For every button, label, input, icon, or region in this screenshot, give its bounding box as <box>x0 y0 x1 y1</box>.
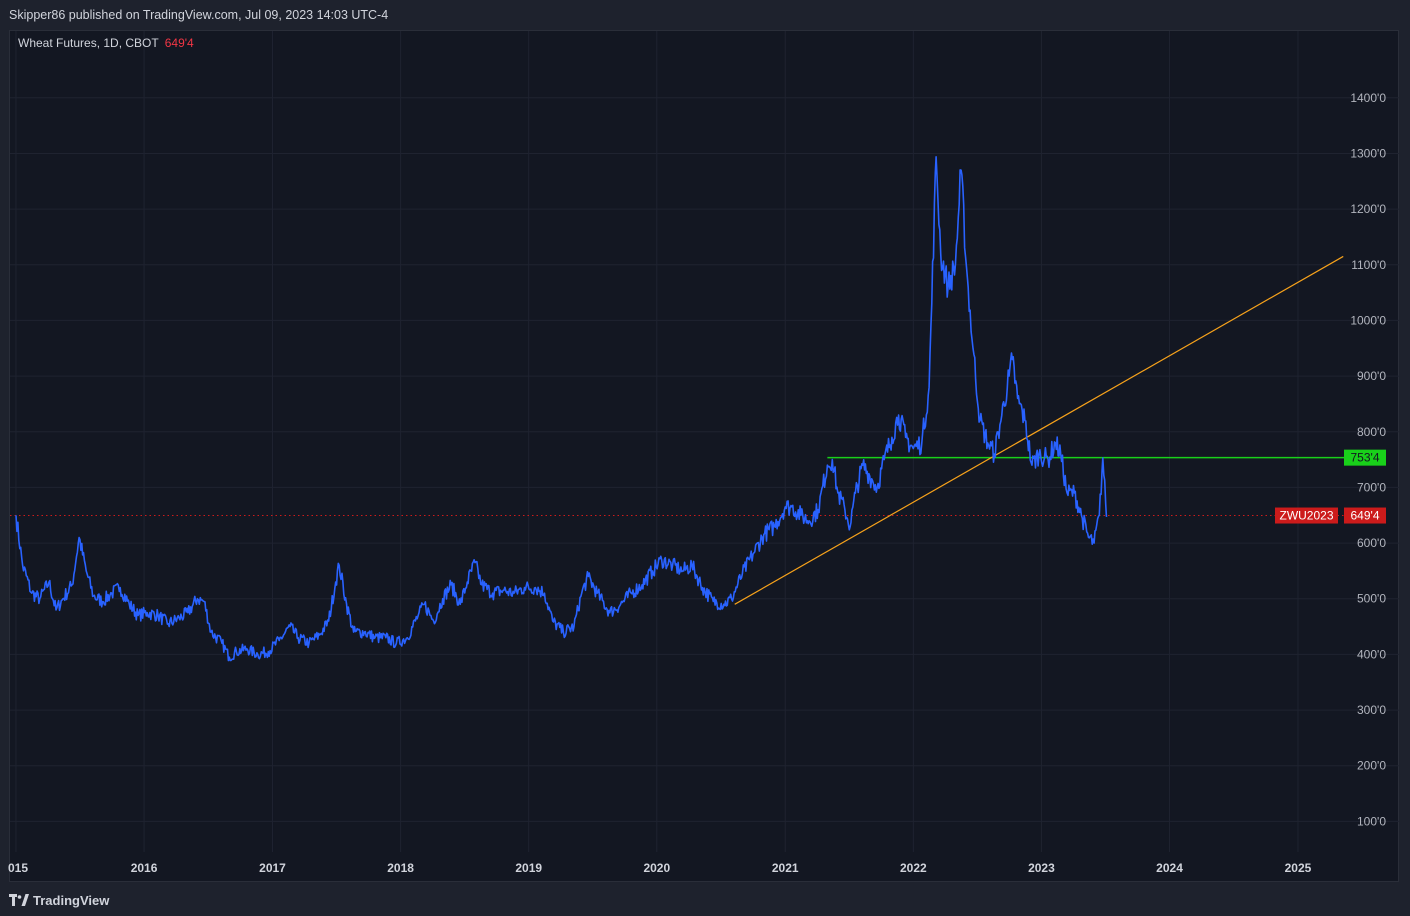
x-tick-label: 2018 <box>387 861 414 875</box>
y-tick-label: 1300'0 <box>1350 146 1386 160</box>
horizontal-line-price-label-bg <box>1344 449 1386 466</box>
publish-header: Skipper86 published on TradingView.com, … <box>0 0 1410 30</box>
trend-line <box>734 255 1344 605</box>
x-tick-label: 2024 <box>1156 861 1183 875</box>
y-tick-label: 1000'0 <box>1350 313 1386 327</box>
footer-brand: TradingView <box>33 892 110 908</box>
y-tick-label: 500'0 <box>1357 592 1386 606</box>
x-tick-label: 2016 <box>131 861 158 875</box>
x-tick-label: 015 <box>8 861 28 875</box>
chart-grid <box>10 31 1399 852</box>
y-tick-label: 600'0 <box>1357 536 1386 550</box>
x-tick-label: 2023 <box>1028 861 1055 875</box>
x-tick-label: 2022 <box>900 861 927 875</box>
y-tick-label: 400'0 <box>1357 647 1386 661</box>
y-tick-label: 1200'0 <box>1350 202 1386 216</box>
x-tick-label: 2021 <box>772 861 799 875</box>
symbol-label-bg <box>1275 507 1338 524</box>
y-tick-label: 200'0 <box>1357 759 1386 773</box>
symbol-label: ZWU2023 <box>1279 509 1333 523</box>
tradingview-logo-icon <box>9 894 29 906</box>
price-series-line <box>15 156 1108 662</box>
y-tick-label: 700'0 <box>1357 480 1386 494</box>
chart-overlays <box>10 255 1345 605</box>
x-tick-label: 2025 <box>1285 861 1312 875</box>
chart-legend: Wheat Futures, 1D, CBOT 649'4 <box>18 36 194 50</box>
current-price-label: 649'4 <box>1351 509 1380 523</box>
legend-symbol: Wheat Futures, 1D, CBOT <box>18 36 159 50</box>
y-tick-label: 900'0 <box>1357 369 1386 383</box>
y-tick-label: 300'0 <box>1357 703 1386 717</box>
x-tick-label: 2017 <box>259 861 286 875</box>
chart-frame <box>9 30 1399 882</box>
x-tick-label: 2020 <box>643 861 670 875</box>
x-tick-label: 2019 <box>515 861 542 875</box>
horizontal-line-price-label: 753'4 <box>1351 451 1380 465</box>
tradingview-footer[interactable]: TradingView <box>9 891 109 909</box>
publish-line: Skipper86 published on TradingView.com, … <box>9 8 389 22</box>
legend-last-price: 649'4 <box>164 36 194 50</box>
axis-price-labels: 753'4 649'4 ZWU2023 <box>1275 449 1386 524</box>
chart-series <box>15 156 1108 662</box>
y-tick-label: 100'0 <box>1357 814 1386 828</box>
y-tick-label: 1400'0 <box>1350 91 1386 105</box>
current-price-label-bg <box>1344 507 1386 524</box>
y-tick-label: 1100'0 <box>1351 258 1386 272</box>
y-axis: 100'0 200'0 300'0 400'0 500'0 600'0 700'0 800'0… <box>1350 91 1386 829</box>
x-axis: 015 2016 2017 2018 2019 2020 2021 2022 2023 2024 2… <box>8 861 1312 875</box>
y-tick-label: 800'0 <box>1357 425 1386 439</box>
